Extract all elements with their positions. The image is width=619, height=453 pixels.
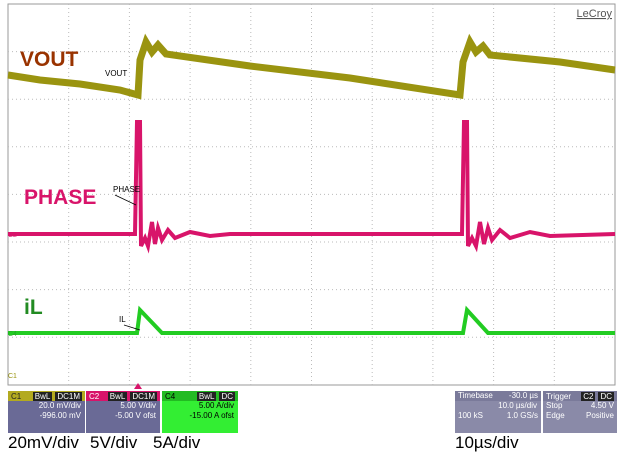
- screen-border: [7, 3, 616, 386]
- trace-label: iL: [24, 296, 43, 319]
- tag-leader: [123, 324, 141, 331]
- caption: 10µs/div: [455, 433, 519, 452]
- trace-tag: PHASE: [113, 185, 140, 194]
- channel: C1: [11, 391, 22, 401]
- vout-trace: [7, 33, 616, 100]
- tag-leader: [114, 194, 137, 206]
- trigger-level: 4.50 V: [590, 401, 614, 410]
- trigger-marker: [134, 383, 142, 389]
- c2-panel: C2 BwL DC1M 5.00 V/div -5.00 V ofst: [86, 391, 160, 433]
- trace-label: PHASE: [24, 186, 96, 209]
- c4-panel: C4 BwL DC 5.00 A/div -15.00 A ofst: [162, 391, 238, 433]
- trigger-title: Trigger: [546, 391, 572, 401]
- timebase-samples: 100 kS: [458, 411, 483, 420]
- flag: DC: [219, 391, 235, 401]
- trace-tag: IL: [119, 315, 126, 324]
- trigger-slope: Positive: [585, 411, 614, 420]
- scope-screen: LeCroy VOUT VOUT PHASE PHASE iL IL C2 C4…: [7, 3, 616, 389]
- caption: 5V/div: [90, 433, 138, 452]
- timebase-offset: -30.0 µs: [508, 391, 538, 400]
- flag: BwL: [196, 391, 217, 401]
- timebase-per-div: 10.0 µs/div: [498, 401, 537, 410]
- channel-marker: C4: [8, 331, 17, 338]
- trace-label: VOUT: [20, 48, 79, 71]
- flag: BwL: [32, 391, 53, 401]
- trace-tag: VOUT: [105, 69, 127, 78]
- channel: C4: [165, 391, 176, 401]
- trigger-type: Edge: [546, 411, 565, 420]
- flag: BwL: [107, 391, 128, 401]
- channel-marker: C2: [8, 232, 17, 239]
- panel-line: 5.00 A/div: [198, 401, 234, 410]
- flag: DC: [598, 391, 614, 401]
- channel: C2: [89, 391, 100, 401]
- timebase-panel: Timebase -30.0 µs 10.0 µs/div 100 kS 1.0 G…: [455, 391, 541, 433]
- flag: C2: [581, 391, 596, 401]
- trigger-panel: Trigger C2 DC Stop 4.50 V Edge Positive: [543, 391, 617, 433]
- panel-line: 5.00 V/div: [120, 401, 156, 410]
- caption: 5A/div: [153, 433, 201, 452]
- brand: LeCroy: [577, 8, 613, 20]
- phase-trace: [8, 120, 616, 254]
- flag: DC1M: [130, 391, 157, 401]
- panel-line: -996.00 mV: [39, 411, 81, 420]
- channel-marker: C1: [8, 373, 17, 380]
- caption: 20mV/div: [8, 433, 79, 452]
- panel-line: -5.00 V ofst: [115, 411, 156, 420]
- flag: DC1M: [55, 391, 82, 401]
- panel-line: 20.0 mV/div: [38, 401, 81, 410]
- c1-panel: C1 BwL DC1M 20.0 mV/div -996.00 mV: [8, 391, 85, 433]
- timebase-title: Timebase: [458, 391, 493, 400]
- timebase-rate: 1.0 GS/s: [506, 411, 538, 420]
- trigger-mode: Stop: [546, 401, 563, 410]
- panel-line: -15.00 A ofst: [189, 411, 234, 420]
